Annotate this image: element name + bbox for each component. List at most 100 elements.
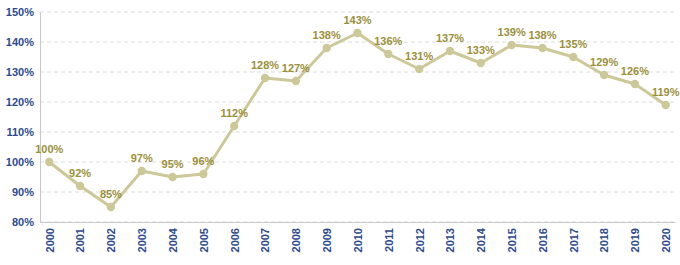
- data-label: 95%: [162, 158, 184, 170]
- x-tick-label: 2014: [475, 227, 487, 252]
- marker: [538, 44, 546, 52]
- x-tick-label: 2011: [383, 228, 395, 252]
- x-tick: 2005: [198, 222, 210, 252]
- y-axis: 80% 90% 100% 110% 120% 130% 140% 150%: [6, 6, 41, 228]
- data-label: 138%: [313, 29, 341, 41]
- data-label: 133%: [467, 44, 495, 56]
- x-tick: 2002: [105, 222, 117, 252]
- x-tick: 2004: [167, 222, 179, 252]
- marker: [415, 65, 423, 73]
- x-tick: 2007: [259, 222, 271, 252]
- plot-area: [45, 29, 670, 211]
- data-label: 137%: [436, 32, 464, 44]
- x-tick-label: 2019: [629, 228, 641, 252]
- data-label: 85%: [100, 188, 122, 200]
- marker: [477, 59, 485, 67]
- x-tick-label: 2017: [568, 228, 580, 252]
- y-tick-label: 130%: [6, 66, 34, 78]
- marker: [631, 80, 639, 88]
- y-tick-label: 150%: [6, 6, 34, 18]
- data-label: 143%: [343, 14, 371, 26]
- marker: [507, 41, 515, 49]
- marker: [446, 47, 454, 55]
- x-tick: 2015: [506, 222, 518, 252]
- grid-line: [40, 222, 675, 223]
- y-tick: 100%: [6, 156, 40, 168]
- grid-line: [40, 72, 675, 73]
- x-tick: 2008: [290, 222, 302, 252]
- x-tick: 2013: [444, 222, 456, 252]
- data-label: 128%: [251, 59, 279, 71]
- data-label: 136%: [374, 35, 402, 47]
- marker: [76, 182, 84, 190]
- x-tick-label: 2015: [506, 228, 518, 252]
- x-tick-label: 2009: [321, 228, 333, 252]
- y-tick: 130%: [6, 66, 40, 78]
- data-label: 139%: [498, 26, 526, 38]
- x-tick-label: 2004: [167, 227, 179, 252]
- grid-line: [40, 12, 675, 13]
- marker: [600, 71, 608, 79]
- x-tick: 2011: [383, 222, 395, 252]
- grid-line: [40, 132, 675, 133]
- data-label: 129%: [590, 56, 618, 68]
- marker: [199, 170, 207, 178]
- y-tick: 110%: [6, 126, 40, 138]
- y-tick: 120%: [6, 96, 40, 108]
- marker: [168, 173, 176, 181]
- x-tick-label: 2002: [105, 228, 117, 252]
- x-tick: 2010: [352, 222, 364, 252]
- x-tick-label: 2010: [352, 228, 364, 252]
- marker: [662, 101, 670, 109]
- data-labels: 100%92%85%97%95%96%112%128%127%138%143%1…: [35, 14, 680, 200]
- marker: [384, 50, 392, 58]
- data-label: 135%: [559, 38, 587, 50]
- x-tick: 2019: [629, 222, 641, 252]
- data-label: 97%: [131, 152, 153, 164]
- data-label: 138%: [528, 29, 556, 41]
- x-tick-label: 2008: [290, 228, 302, 252]
- marker: [230, 122, 238, 130]
- x-tick: 2009: [321, 222, 333, 252]
- x-tick: 2001: [74, 222, 86, 252]
- x-tick: 2003: [136, 222, 148, 252]
- x-tick-label: 2018: [598, 228, 610, 252]
- grid-line: [40, 192, 675, 193]
- x-axis: 2000200120022003200420052006200720082009…: [41, 222, 676, 252]
- marker: [292, 77, 300, 85]
- y-tick-label: 90%: [12, 186, 34, 198]
- y-tick: 90%: [12, 186, 40, 198]
- y-tick: 80%: [12, 216, 40, 228]
- y-tick: 150%: [6, 6, 40, 18]
- y-tick-label: 120%: [6, 96, 34, 108]
- x-tick-label: 2000: [44, 228, 56, 252]
- axis-line: [41, 222, 676, 223]
- marker: [353, 29, 361, 37]
- y-tick-label: 80%: [12, 216, 34, 228]
- x-tick: 2000: [44, 222, 56, 252]
- x-tick: 2020: [660, 222, 672, 252]
- marker: [138, 167, 146, 175]
- x-tick: 2018: [598, 222, 610, 252]
- data-label: 131%: [405, 50, 433, 62]
- marker: [45, 158, 53, 166]
- data-label: 119%: [652, 86, 680, 98]
- x-tick-label: 2003: [136, 228, 148, 252]
- marker: [107, 203, 115, 211]
- marker: [322, 44, 330, 52]
- x-tick-label: 2012: [414, 228, 426, 252]
- data-label: 112%: [220, 107, 248, 119]
- x-tick: 2017: [568, 222, 580, 252]
- grid-line: [40, 102, 675, 103]
- data-label: 127%: [282, 62, 310, 74]
- y-tick-label: 140%: [6, 36, 34, 48]
- x-tick: 2016: [537, 222, 549, 252]
- x-tick-label: 2001: [74, 228, 86, 252]
- grid: [40, 12, 675, 222]
- axis-line: [40, 13, 41, 223]
- x-tick-label: 2013: [444, 228, 456, 252]
- chart: 80% 90% 100% 110% 120% 130% 140% 150% 2000 2001 20…: [0, 0, 680, 265]
- data-label: 100%: [35, 143, 63, 155]
- marker: [569, 53, 577, 61]
- x-tick: 2014: [475, 222, 487, 252]
